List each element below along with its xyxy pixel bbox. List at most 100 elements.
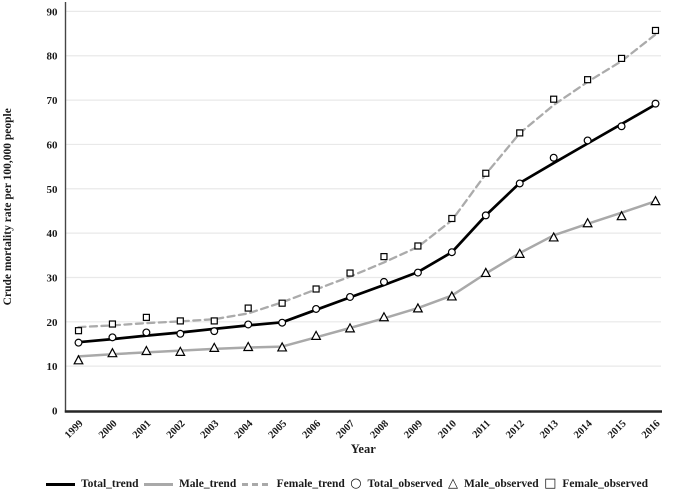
- male_observed-marker: [276, 341, 288, 352]
- x-tick-label: 2006: [301, 418, 324, 441]
- total_observed-marker: [312, 304, 321, 313]
- y-tick-label: 40: [47, 228, 59, 240]
- female_observed-marker: [414, 242, 422, 250]
- chart-plot-area: 0 10 20 30 40 50 60 70 80 90 1999 2000 2001 2002 2003 2…: [2, 2, 663, 456]
- trend-line-female_trend: [77, 33, 657, 329]
- gray-line-swatch: [143, 482, 173, 486]
- x-tick-label: 2001: [131, 418, 154, 441]
- female_observed-marker: [312, 285, 320, 293]
- female_observed-marker: [584, 76, 592, 84]
- total_observed-marker: [447, 248, 456, 257]
- female_observed-marker: [74, 327, 83, 335]
- legend-label-total-observed: Total_observed: [367, 478, 443, 490]
- x-tick-label: 2008: [368, 418, 391, 441]
- total_observed-marker: [617, 122, 626, 131]
- total_observed-marker: [278, 318, 287, 327]
- male_observed-marker: [378, 311, 390, 322]
- x-tick-label: 2000: [97, 418, 120, 441]
- triangle-marker-icon: △: [447, 475, 458, 491]
- male_observed-marker: [582, 217, 593, 228]
- total_observed-marker: [346, 292, 355, 301]
- female_observed-marker: [448, 214, 456, 223]
- male_observed-marker: [310, 330, 322, 341]
- male_observed-marker: [480, 267, 492, 278]
- male_observed-marker: [514, 248, 526, 258]
- total_observed-marker: [413, 268, 422, 277]
- y-tick-label: 60: [47, 139, 59, 151]
- total_observed-marker: [651, 99, 660, 108]
- total_observed-marker: [379, 277, 388, 286]
- female_observed-marker: [380, 253, 388, 261]
- male_observed-marker: [650, 195, 661, 206]
- y-tick-label: 50: [47, 184, 59, 196]
- chart-legend: Total_trend Male_trend Female_trend ○ To…: [0, 471, 678, 497]
- female_observed-marker: [108, 320, 117, 328]
- legend-item-male-trend: Male_trend: [143, 478, 237, 490]
- total_observed-marker: [515, 179, 524, 188]
- legend-item-female-trend: Female_trend: [241, 478, 345, 490]
- female_observed-marker: [482, 169, 490, 177]
- male_observed-marker: [548, 231, 559, 242]
- y-tick-label: 10: [47, 361, 59, 373]
- y-tick-label: 70: [47, 95, 59, 107]
- x-tick-label: 2004: [233, 418, 256, 441]
- male_observed-marker: [208, 342, 220, 352]
- y-tick-label: 20: [47, 317, 59, 329]
- x-tick-label: 2011: [471, 418, 493, 440]
- female_observed-marker: [651, 26, 660, 35]
- circle-marker-icon: ○: [350, 475, 362, 491]
- y-tick-label: 80: [47, 51, 59, 63]
- y-axis-title: Crude mortality rate per 100,000 people: [2, 108, 14, 305]
- total_observed-marker: [108, 333, 117, 342]
- legend-item-total-observed: ○ Total_observed: [350, 475, 443, 491]
- female_observed-marker: [516, 129, 524, 137]
- x-tick-label: 2012: [504, 418, 527, 441]
- female_observed-marker: [176, 317, 184, 325]
- total_observed-marker: [74, 338, 83, 347]
- male_observed-marker: [73, 354, 84, 365]
- x-tick-label: 2009: [402, 418, 425, 441]
- legend-item-female-observed: □ Female_observed: [544, 475, 648, 491]
- legend-label-male-observed: Male_observed: [463, 478, 539, 490]
- male_observed-marker: [412, 302, 424, 313]
- black-line-swatch: [46, 482, 75, 486]
- x-tick-label: 2015: [606, 418, 629, 441]
- female_observed-marker: [617, 54, 626, 63]
- female_observed-marker: [142, 313, 150, 321]
- x-tick-label: 2016: [640, 418, 663, 441]
- legend-item-total-trend: Total_trend: [46, 478, 139, 490]
- male_observed-marker: [175, 346, 186, 356]
- x-tick-label: 2014: [572, 418, 595, 441]
- total_observed-marker: [142, 328, 151, 337]
- female_observed-marker: [346, 269, 354, 277]
- legend-label-female-observed: Female_observed: [562, 478, 648, 490]
- female_observed-marker: [278, 299, 286, 307]
- male_observed-marker: [242, 341, 254, 352]
- x-axis-title: Year: [351, 442, 376, 456]
- x-tick-label: 2013: [538, 418, 561, 441]
- x-tick-label: 2002: [165, 418, 188, 441]
- total_observed-marker: [481, 211, 490, 220]
- female_observed-marker: [550, 95, 558, 103]
- trend-line-total_trend: [77, 103, 657, 344]
- y-tick-label: 90: [47, 6, 59, 18]
- legend-label-female-trend: Female_trend: [276, 478, 345, 490]
- total_observed-marker: [210, 327, 219, 336]
- square-marker-icon: □: [544, 475, 557, 491]
- x-tick-label: 1999: [63, 418, 86, 441]
- total_observed-marker: [549, 153, 558, 162]
- x-tick-label: 2003: [199, 418, 222, 441]
- male_observed-marker: [107, 347, 118, 358]
- x-tick-label: 2005: [267, 418, 290, 441]
- legend-label-total-trend: Total_trend: [81, 478, 139, 490]
- legend-label-male-trend: Male_trend: [178, 478, 237, 490]
- total_observed-marker: [583, 136, 592, 145]
- male_observed-marker: [141, 345, 152, 356]
- x-tick-label: 2010: [436, 418, 459, 441]
- y-tick-label: 0: [52, 406, 58, 418]
- male_observed-marker: [446, 290, 458, 301]
- legend-item-male-observed: △ Male_observed: [447, 475, 539, 491]
- female_observed-marker: [210, 317, 218, 325]
- total_observed-marker: [244, 320, 253, 329]
